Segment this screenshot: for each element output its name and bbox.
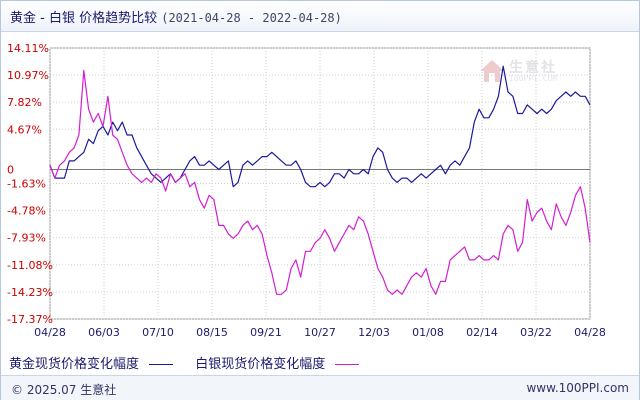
y-tick-label: -1.63%: [7, 178, 46, 191]
legend: 黄金现货价格变化幅度 白银现货价格变化幅度: [9, 353, 377, 372]
x-tick-label: 03/22: [520, 326, 552, 339]
watermark-logo: 生意社 100PPI.COM: [479, 57, 579, 87]
house-icon: [480, 60, 504, 82]
footer: © 2025.07 生意社 www.100PPI.com: [1, 375, 639, 400]
x-tick-label: 04/28: [574, 326, 606, 339]
chart-title-main: 黄金 - 白银 价格趋势比较: [10, 11, 158, 26]
x-tick-label: 02/14: [466, 326, 498, 339]
x-tick-label: 08/15: [196, 326, 228, 339]
series-line-silver: [49, 69, 591, 295]
legend-gold-label: 黄金现货价格变化幅度: [9, 357, 140, 372]
y-axis-ticks: 14.11% 10.97% 7.82% 4.67% 0 -1.63% -4.78% -7.93…: [7, 42, 53, 326]
x-tick-label: 12/03: [358, 326, 390, 339]
x-axis-ticks: 04/28 06/03 07/10 08/15 09/21 10/27 12/03 01/08…: [34, 326, 606, 339]
series-line-gold: [49, 65, 591, 188]
plot-area: 14.11% 10.97% 7.82% 4.67% 0 -1.63% -4.78% -7.93…: [7, 42, 606, 339]
title-bar: 黄金 - 白银 价格趋势比较 (2021-04-28 - 2022-04-28): [1, 1, 639, 32]
chart-title-range: (2021-04-28 - 2022-04-28): [161, 11, 342, 25]
series-lines: [49, 65, 591, 295]
chart-title: 黄金 - 白银 价格趋势比较 (2021-04-28 - 2022-04-28): [10, 7, 342, 26]
y-tick-label: -11.08%: [7, 259, 53, 272]
y-tick-label: 10.97%: [7, 69, 49, 82]
copyright-text: © 2025.07 生意社: [11, 383, 117, 397]
legend-gold-swatch: [149, 364, 174, 365]
y-tick-label: -7.93%: [7, 232, 46, 245]
y-tick-label: 4.67%: [7, 123, 42, 136]
grid-lines: [49, 47, 591, 320]
x-tick-label: 07/10: [142, 326, 174, 339]
y-tick-label: 7.82%: [7, 96, 42, 109]
x-tick-label: 09/21: [250, 326, 282, 339]
legend-silver-label: 白银现货价格变化幅度: [195, 357, 326, 372]
y-tick-label: -17.37%: [7, 313, 53, 326]
y-tick-label: 0: [7, 163, 14, 176]
x-tick-label: 10/27: [304, 326, 336, 339]
y-tick-label: -14.23%: [7, 286, 53, 299]
watermark-text: 生意社: [509, 60, 557, 76]
site-url-link[interactable]: www.100PPI.com: [526, 381, 629, 395]
y-tick-label: -4.78%: [7, 205, 46, 218]
watermark-sub: 100PPI.COM: [509, 74, 558, 83]
x-tick-label: 06/03: [88, 326, 120, 339]
x-tick-label: 04/28: [34, 326, 66, 339]
x-tick-label: 01/08: [412, 326, 444, 339]
y-tick-label: 14.11%: [7, 42, 49, 55]
legend-silver-swatch: [335, 364, 360, 365]
